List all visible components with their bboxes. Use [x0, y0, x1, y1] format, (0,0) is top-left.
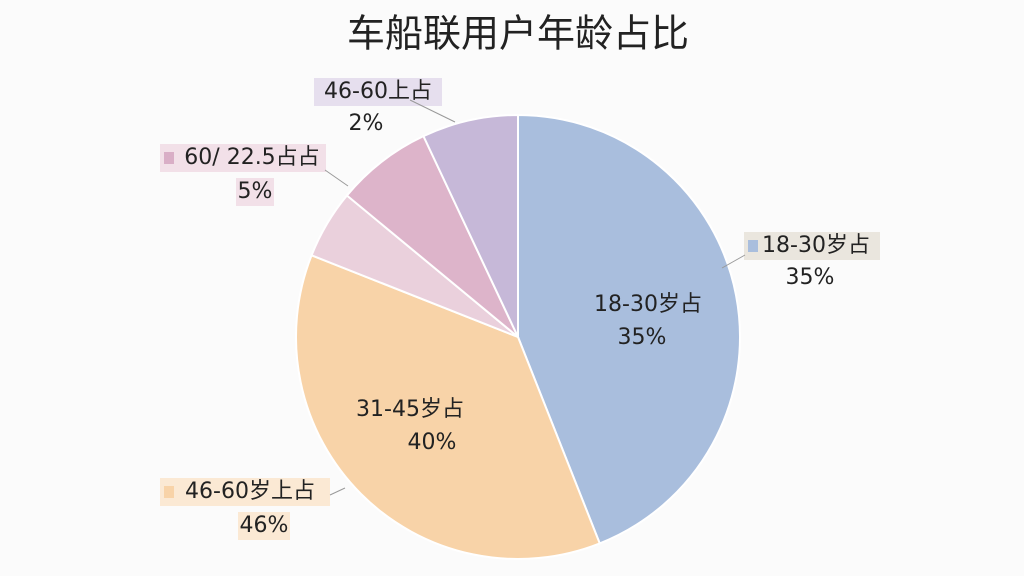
annotation: 46-60上占 — [324, 79, 432, 104]
annotation: 35% — [786, 265, 835, 290]
callout-box — [238, 512, 290, 540]
pie-slice — [295, 253, 602, 560]
legend-swatch — [748, 240, 758, 252]
annotation: 18-30岁占 — [762, 233, 870, 258]
annotation: 60/ 22.5占占 — [184, 145, 319, 170]
callout-box — [744, 232, 880, 260]
legend-swatch — [164, 152, 174, 164]
annotation: 31-45岁占 — [356, 397, 464, 422]
annotation: 5% — [238, 179, 273, 204]
callout-box — [314, 78, 442, 106]
legend-swatch — [164, 486, 174, 498]
annotation: 40% — [408, 430, 457, 455]
callout-box — [236, 178, 274, 206]
chart-title: 车船联用户年龄占比 — [347, 12, 689, 56]
callout-box — [160, 144, 326, 172]
pie-slice — [422, 113, 519, 338]
annotation: 18-30岁占 — [594, 292, 702, 317]
pie — [295, 113, 741, 560]
leader-line — [324, 169, 349, 187]
leader-line — [409, 99, 456, 123]
leader-line — [721, 254, 746, 269]
annotation: 46-60岁上占 — [185, 479, 315, 504]
annotation: 46% — [240, 513, 289, 538]
annotation: 35% — [618, 325, 667, 350]
annotation: 2% — [349, 111, 384, 136]
pie-slice — [517, 113, 741, 545]
callout-box — [160, 478, 330, 506]
leader-line — [329, 487, 346, 496]
